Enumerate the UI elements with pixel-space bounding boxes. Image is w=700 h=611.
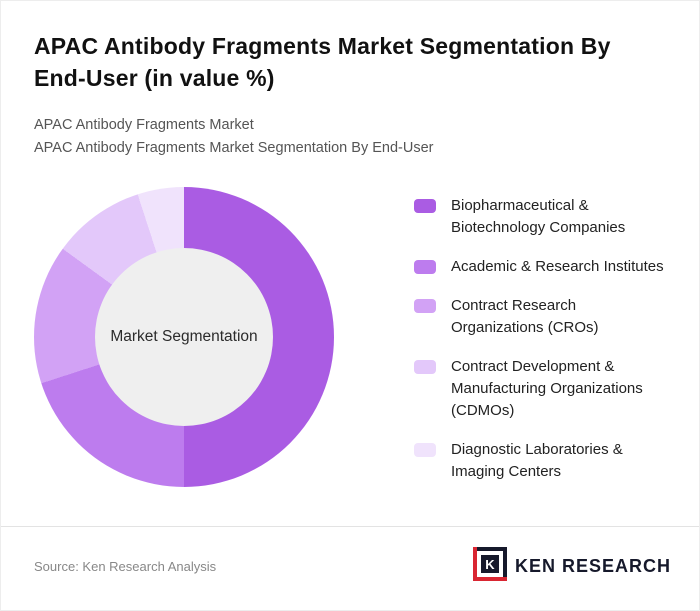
- legend-swatch: [414, 443, 436, 458]
- subtitle-line-1: APAC Antibody Fragments Market: [34, 117, 254, 134]
- legend-item: Contract Development & Manufacturing Org…: [414, 356, 666, 422]
- legend-swatch: [414, 260, 436, 275]
- chart-legend: Biopharmaceutical & Biotechnology Compan…: [414, 187, 666, 500]
- legend-label: Academic & Research Institutes: [451, 258, 664, 276]
- ken-research-emblem-icon: K: [472, 547, 507, 586]
- legend-item: Diagnostic Laboratories & Imaging Center…: [414, 439, 666, 483]
- legend-swatch: [414, 199, 436, 214]
- svg-text:K: K: [485, 557, 495, 572]
- brand-logo: K KEN RESEARCH: [472, 547, 671, 586]
- legend-swatch: [414, 360, 436, 375]
- brand-name: KEN RESEARCH: [514, 556, 671, 576]
- page-title: APAC Antibody Fragments Market Segmentat…: [34, 33, 611, 91]
- chart-section: Market Segmentation Biopharmaceutical & …: [34, 187, 666, 500]
- subtitle-line-2: APAC Antibody Fragments Market Segmentat…: [34, 139, 434, 156]
- donut-chart-wrap: Market Segmentation: [34, 187, 334, 488]
- legend-label: Contract Research Organizations (CROs): [451, 297, 599, 337]
- legend-item: Biopharmaceutical & Biotechnology Compan…: [414, 195, 666, 239]
- legend-swatch: [414, 299, 436, 314]
- legend-label: Diagnostic Laboratories & Imaging Center…: [451, 441, 623, 481]
- legend-item: Contract Research Organizations (CROs): [414, 295, 666, 339]
- legend-item: Academic & Research Institutes: [414, 256, 666, 278]
- donut-center-label: Market Segmentation: [110, 328, 258, 346]
- source-text: Source: Ken Research Analysis: [34, 559, 217, 574]
- legend-label: Biopharmaceutical & Biotechnology Compan…: [451, 197, 626, 237]
- legend-label: Contract Development & Manufacturing Org…: [451, 358, 643, 420]
- donut-center: Market Segmentation: [95, 248, 273, 427]
- footer: Source: Ken Research Analysis K KEN RESE…: [1, 526, 699, 610]
